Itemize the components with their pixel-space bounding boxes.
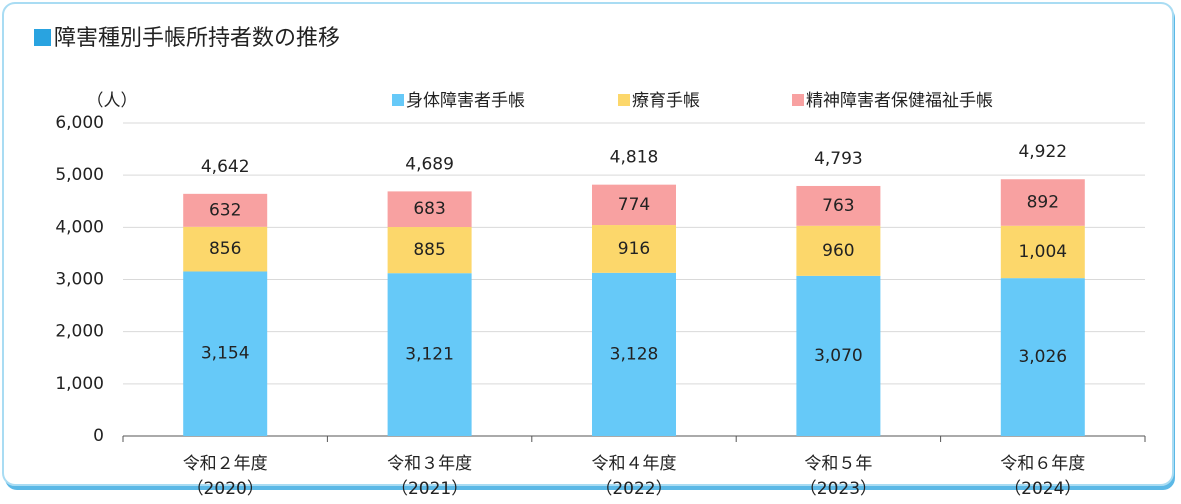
value-label: 683 <box>413 199 445 219</box>
bar-segment <box>592 184 676 226</box>
value-label: 856 <box>209 239 241 259</box>
x-tick-label: 令和５年（2023） <box>800 454 877 499</box>
value-label: 885 <box>413 240 445 260</box>
value-label: 1,004 <box>1018 242 1067 262</box>
bar-segment <box>796 275 881 436</box>
value-label: 916 <box>618 239 650 259</box>
total-label: 4,793 <box>814 149 863 169</box>
total-label: 4,642 <box>201 157 250 177</box>
y-tick-label: 4,000 <box>55 217 104 237</box>
bar-segment <box>1000 179 1085 226</box>
value-label: 3,128 <box>610 344 659 364</box>
bar-segment <box>592 225 676 273</box>
y-tick-label: 5,000 <box>55 165 104 185</box>
y-tick-label: 3,000 <box>55 270 104 290</box>
x-tick-label: 令和４年度（2022） <box>592 454 677 499</box>
total-label: 4,818 <box>610 148 659 168</box>
bar-segment <box>796 185 881 226</box>
value-label: 3,154 <box>201 344 250 364</box>
y-tick-label: 0 <box>93 426 104 446</box>
value-label: 960 <box>822 241 854 261</box>
legend-swatch <box>792 94 804 106</box>
total-label: 4,922 <box>1018 142 1067 162</box>
legend-swatch <box>392 94 404 106</box>
y-tick-label: 6,000 <box>55 113 104 133</box>
chart-title: 障害種別手帳所持者数の推移 <box>54 26 340 51</box>
frame <box>2 2 1174 486</box>
bar-segment <box>183 226 268 272</box>
value-label: 632 <box>209 200 241 220</box>
legend-label: 療育手帳 <box>632 91 700 111</box>
value-label: 3,070 <box>814 346 863 366</box>
bar-segment <box>1000 225 1085 279</box>
value-label: 774 <box>618 195 650 215</box>
bar-segment <box>183 271 268 436</box>
title-marker <box>34 29 51 46</box>
bar-segment <box>1000 278 1085 436</box>
bar-segment <box>387 227 472 274</box>
legend-swatch <box>618 94 630 106</box>
x-tick-label: 令和２年度（2020） <box>183 454 268 499</box>
y-tick-label: 2,000 <box>55 322 104 342</box>
value-label: 892 <box>1027 193 1059 213</box>
legend-label: 精神障害者保健福祉手帳 <box>806 91 993 111</box>
x-tick-label: 令和３年度（2021） <box>387 454 472 499</box>
bar-segment <box>592 272 676 436</box>
bar-segment <box>387 191 472 228</box>
bar-segment <box>387 273 472 436</box>
x-tick-label: 令和６年度（2024） <box>1000 454 1085 499</box>
bar-segment <box>796 225 881 276</box>
total-label: 4,689 <box>405 154 454 174</box>
value-label: 3,121 <box>405 345 454 365</box>
legend-label: 身体障害者手帳 <box>406 91 525 111</box>
y-tick-label: 1,000 <box>55 374 104 394</box>
y-axis-label: （人） <box>87 91 138 111</box>
value-label: 3,026 <box>1018 347 1067 367</box>
value-label: 763 <box>822 196 854 216</box>
bar-segment <box>183 193 268 227</box>
